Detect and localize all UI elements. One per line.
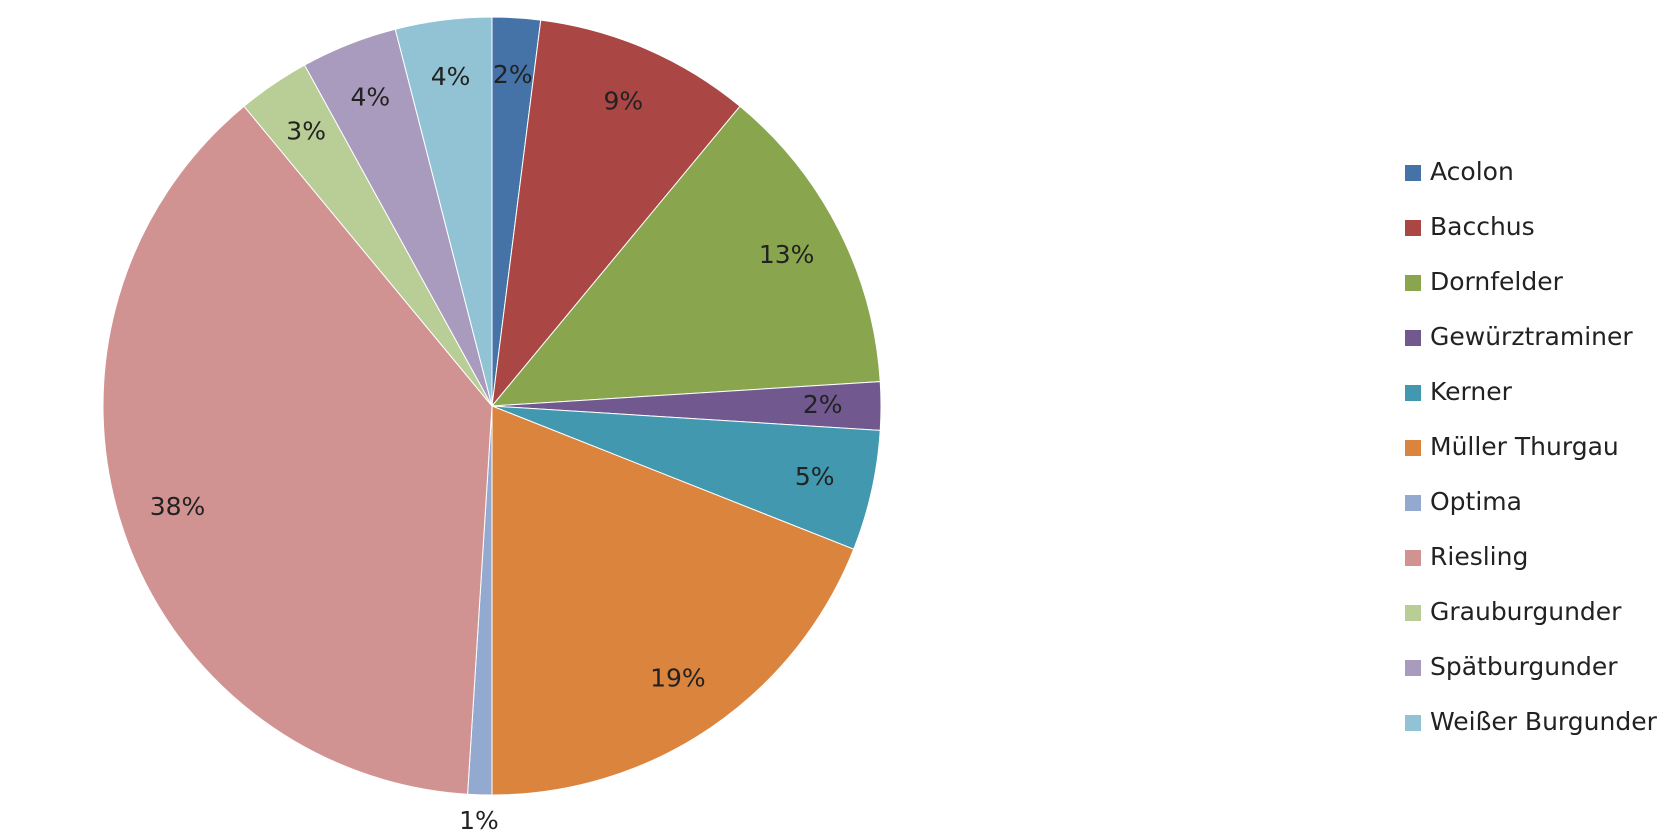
data-label: 13% bbox=[759, 240, 815, 269]
data-label: 38% bbox=[150, 492, 206, 521]
data-label: 1% bbox=[459, 806, 499, 835]
data-label: 3% bbox=[286, 117, 326, 146]
legend-label: Riesling bbox=[1430, 542, 1528, 571]
data-label: 4% bbox=[350, 83, 390, 112]
legend-label: Gewürztraminer bbox=[1430, 322, 1633, 351]
legend-label: Dornfelder bbox=[1430, 267, 1564, 296]
legend-label: Spätburgunder bbox=[1430, 652, 1618, 681]
legend-swatch bbox=[1405, 550, 1421, 566]
data-label: 2% bbox=[803, 390, 843, 419]
legend-label: Kerner bbox=[1430, 377, 1513, 406]
legend-swatch bbox=[1405, 220, 1421, 236]
pie-slice bbox=[394, 16, 493, 407]
pie-slice bbox=[491, 19, 741, 408]
pie-slice bbox=[102, 105, 493, 795]
data-label: 9% bbox=[603, 87, 643, 116]
legend-label: Grauburgunder bbox=[1430, 597, 1622, 626]
data-label: 5% bbox=[795, 462, 835, 491]
legend-swatch bbox=[1405, 660, 1421, 676]
legend-label: Optima bbox=[1430, 487, 1522, 516]
legend-swatch bbox=[1405, 275, 1421, 291]
pie-slice bbox=[490, 105, 881, 407]
legend-swatch bbox=[1405, 330, 1421, 346]
legend-label: Müller Thurgau bbox=[1430, 432, 1619, 461]
legend-swatch bbox=[1405, 385, 1421, 401]
data-label: 4% bbox=[431, 62, 471, 91]
legend-label: Bacchus bbox=[1430, 212, 1535, 241]
legend-swatch bbox=[1405, 605, 1421, 621]
data-label: 19% bbox=[650, 663, 706, 692]
legend-swatch bbox=[1405, 715, 1421, 731]
data-label: 2% bbox=[493, 60, 533, 89]
pie-slice bbox=[491, 405, 855, 796]
legend-swatch bbox=[1405, 495, 1421, 511]
legend-swatch bbox=[1405, 440, 1421, 456]
legend-label: Weißer Burgunder bbox=[1430, 707, 1658, 736]
legend-label: Acolon bbox=[1430, 157, 1514, 186]
legend-swatch bbox=[1405, 165, 1421, 181]
